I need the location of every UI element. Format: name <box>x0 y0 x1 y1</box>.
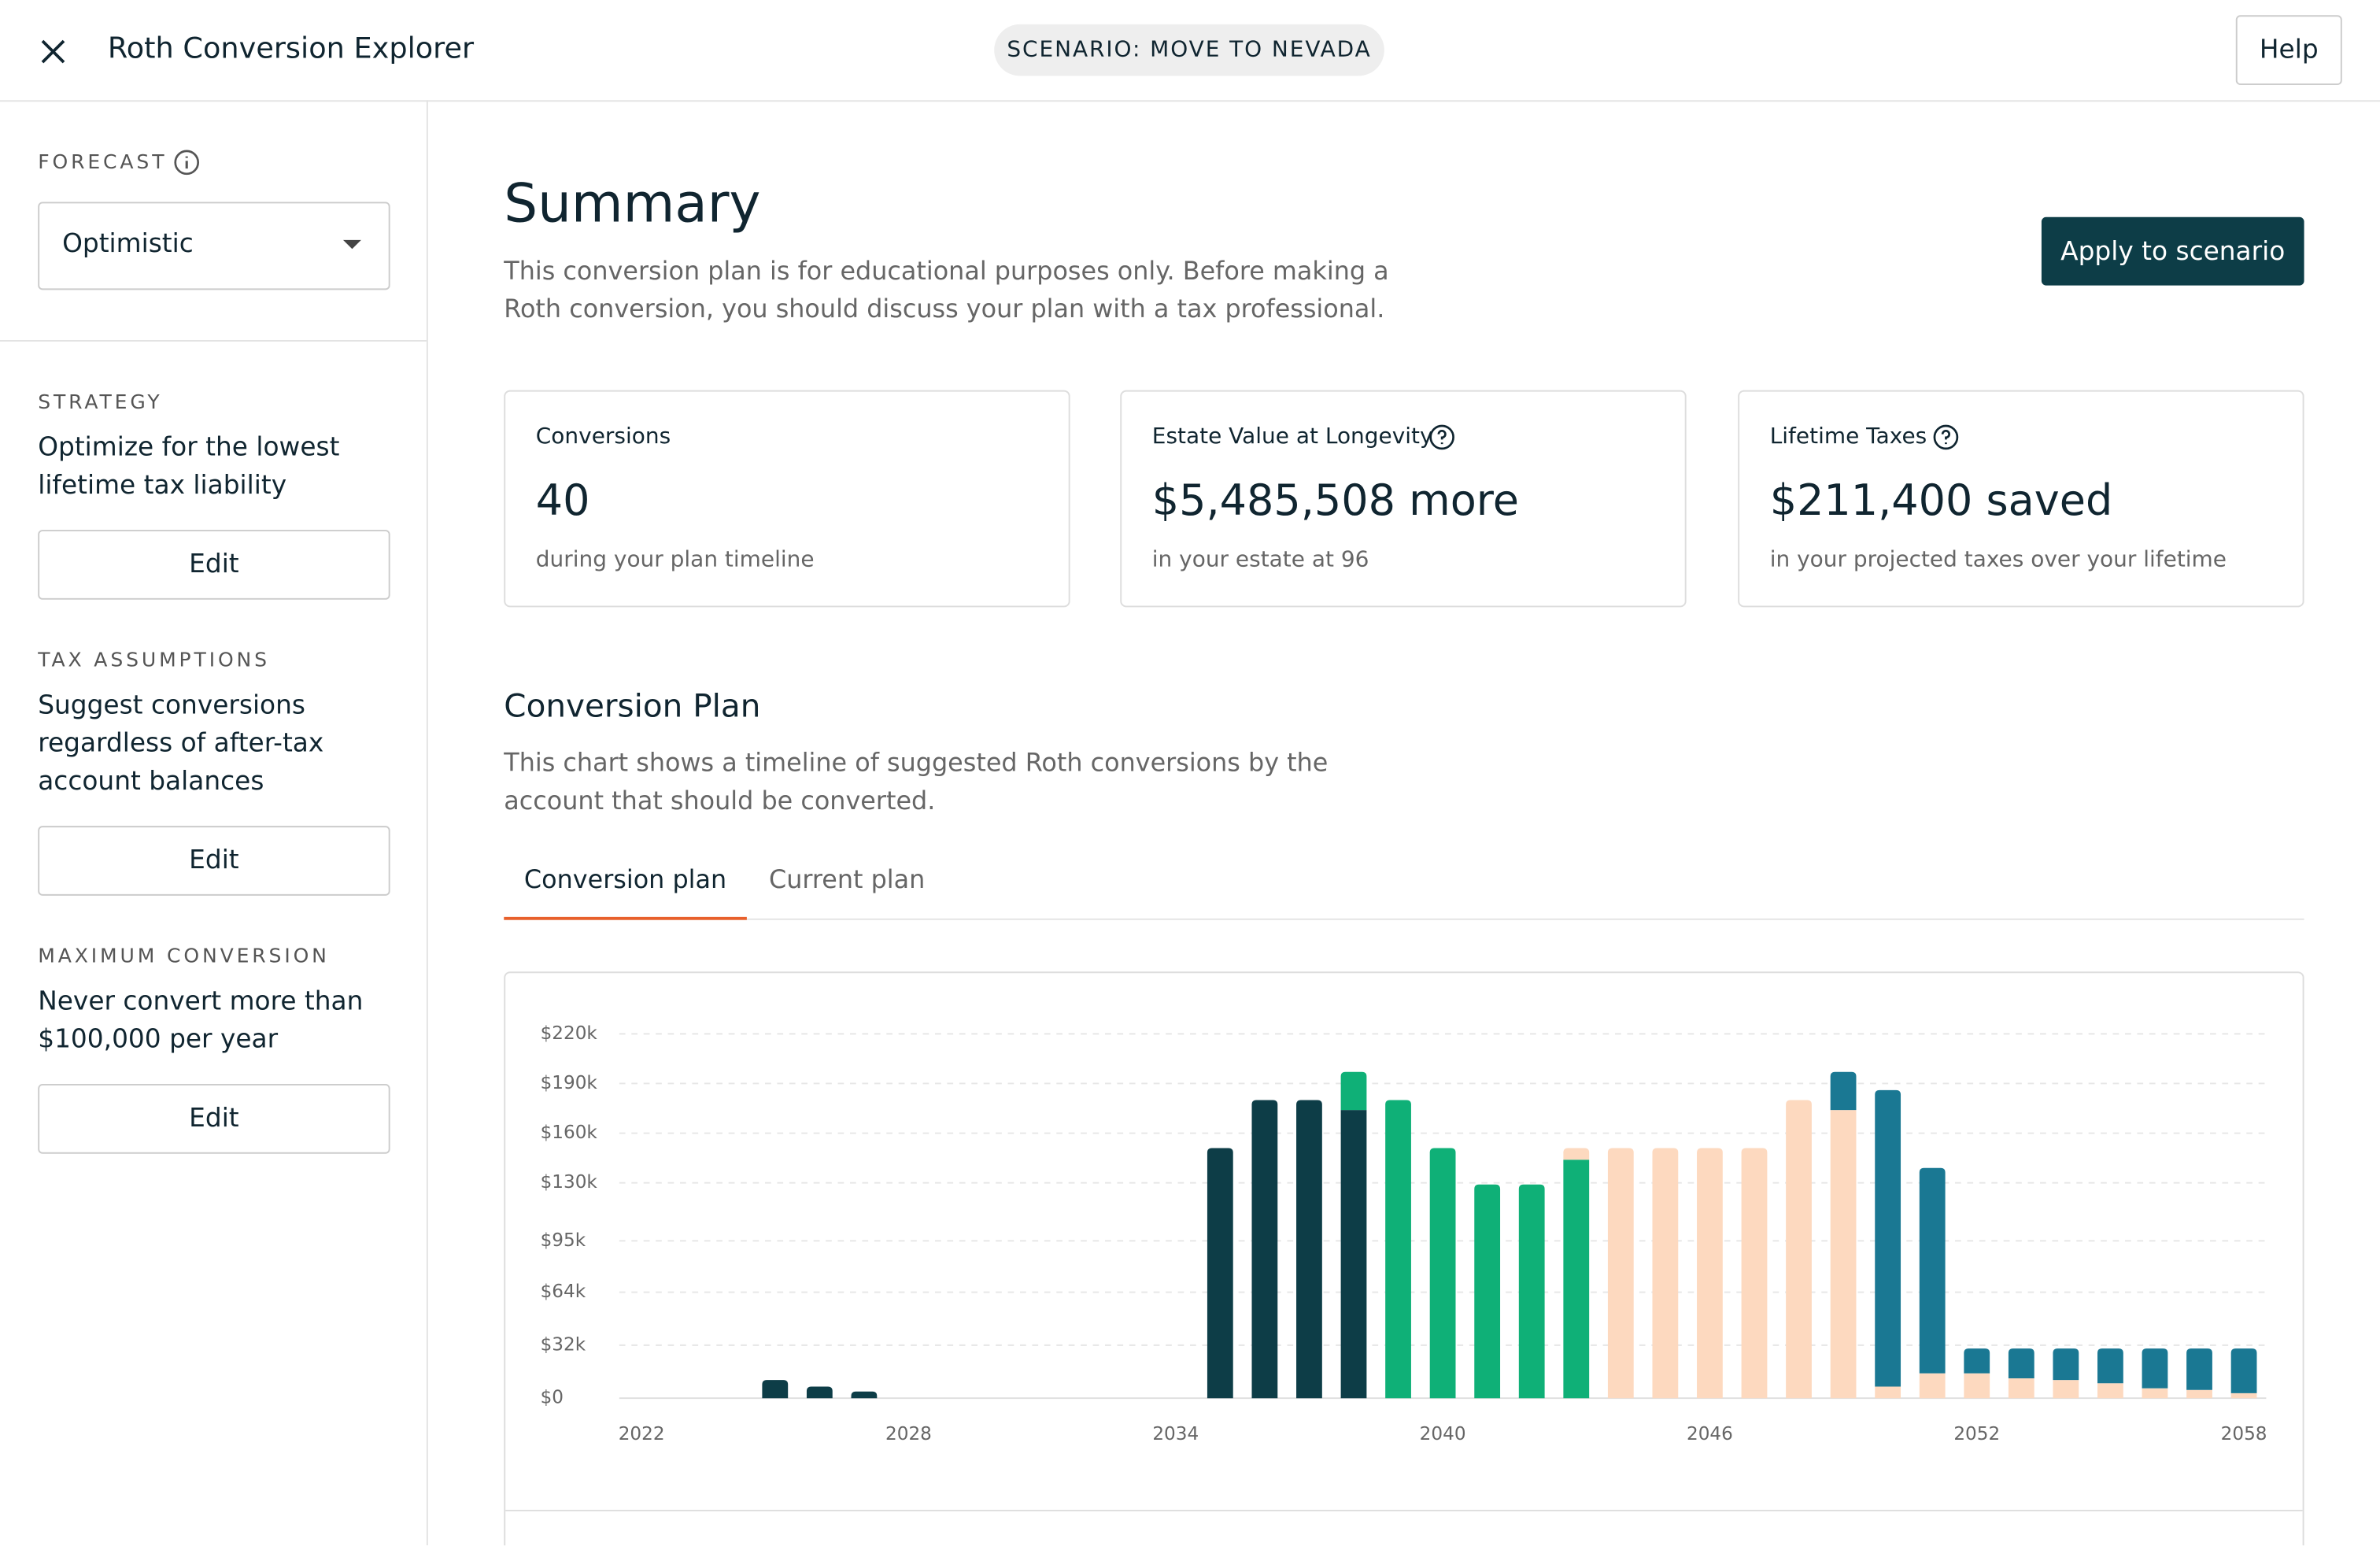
bar-segment <box>1697 1148 1723 1399</box>
section-label: STRATEGY <box>38 392 162 415</box>
section-text: Never convert more than $100,000 per yea… <box>38 984 387 1060</box>
bar-segment <box>1920 1374 1946 1399</box>
x-tick-label: 2034 <box>1152 1424 1199 1444</box>
bar-segment <box>2231 1348 2257 1393</box>
y-tick-label: $95k <box>541 1230 586 1251</box>
bar-segment <box>1207 1148 1233 1399</box>
card-note: during your plan timeline <box>536 548 815 572</box>
x-tick-label: 2022 <box>619 1424 665 1444</box>
forecast-label: FORECAST <box>38 152 167 175</box>
edit-button[interactable]: Edit <box>38 1084 390 1154</box>
bar-segment <box>1563 1148 1589 1160</box>
plan-text: This chart shows a timeline of suggested… <box>504 744 1414 819</box>
card-note: in your projected taxes over your lifeti… <box>1770 548 2227 572</box>
help-icon[interactable] <box>1932 423 1960 451</box>
bar-segment <box>2097 1383 2123 1398</box>
x-tick-label: 2028 <box>885 1424 932 1444</box>
forecast-value: Optimistic <box>62 229 194 260</box>
bar-segment <box>1341 1110 1367 1398</box>
sidebar-separator <box>0 340 427 342</box>
y-tick-label: $64k <box>541 1282 586 1302</box>
bar-segment <box>852 1392 878 1398</box>
bar-segment <box>1652 1148 1678 1399</box>
scenario-badge: SCENARIO: MOVE TO NEVADA <box>994 24 1384 76</box>
bar-segment <box>2053 1380 2079 1398</box>
tab-active[interactable]: Conversion plan <box>504 865 747 919</box>
bar-segment <box>2097 1348 2123 1383</box>
section-label: TAX ASSUMPTIONS <box>38 649 270 672</box>
x-tick-label: 2058 <box>2221 1424 2267 1444</box>
app-title: Roth Conversion Explorer <box>108 31 474 65</box>
bar-segment <box>2142 1348 2168 1388</box>
y-tick-label: $160k <box>541 1123 598 1143</box>
bar-segment <box>1786 1100 1812 1399</box>
bar-segment <box>1742 1148 1768 1399</box>
card-value: $211,400 saved <box>1770 475 2113 526</box>
close-icon[interactable] <box>39 38 67 65</box>
bar-segment <box>1341 1072 1367 1110</box>
card-value: $5,485,508 more <box>1152 475 1519 526</box>
plan-title: Conversion Plan <box>504 688 760 724</box>
bar-segment <box>2009 1378 2034 1398</box>
x-tick-label: 2040 <box>1420 1424 1466 1444</box>
x-tick-label: 2052 <box>1953 1424 2000 1444</box>
bar-segment <box>1608 1148 1634 1399</box>
bar-segment <box>1875 1386 1901 1398</box>
bar-segment <box>1519 1185 1545 1398</box>
bar-segment <box>1831 1072 1857 1110</box>
bar-segment <box>2186 1348 2212 1390</box>
bar-segment <box>1385 1100 1411 1399</box>
bar-segment <box>2231 1393 2257 1398</box>
tab[interactable]: Current plan <box>750 865 944 894</box>
bar-segment <box>762 1380 788 1398</box>
bar-segment <box>2186 1390 2212 1399</box>
apply-button[interactable]: Apply to scenario <box>2042 217 2304 286</box>
y-tick-label: $190k <box>541 1073 598 1093</box>
section-label: MAXIMUM CONVERSION <box>38 945 330 968</box>
tab-underline <box>504 919 2304 920</box>
y-tick-label: $220k <box>541 1023 598 1044</box>
card-note: in your estate at 96 <box>1152 548 1369 572</box>
help-icon[interactable] <box>1428 423 1456 451</box>
bar-segment <box>2053 1348 2079 1380</box>
bar-segment <box>807 1386 833 1398</box>
bar-segment <box>1964 1348 1990 1374</box>
y-tick-label: $0 <box>541 1388 564 1408</box>
section-text: Optimize for the lowest lifetime tax lia… <box>38 430 387 505</box>
chart: $0 $32k $64k $95k $130k $160k $190k $220k 2022 20… <box>504 971 2304 1545</box>
bar-segment <box>1875 1090 1901 1387</box>
bar-segment <box>1296 1100 1322 1399</box>
bar-segment <box>2009 1348 2034 1378</box>
summary-card: Lifetime Taxes $211,400 saved in your pr… <box>1738 390 2304 608</box>
sidebar-divider <box>427 100 428 1545</box>
edit-button[interactable]: Edit <box>38 826 390 896</box>
card-label: Conversions <box>536 425 671 449</box>
summary-card: Conversions 40 during your plan timeline <box>504 390 1070 608</box>
bar-segment <box>1964 1374 1990 1399</box>
info-icon[interactable] <box>173 149 201 176</box>
section-text: Suggest conversions regardless of after-… <box>38 688 387 802</box>
bar-segment <box>1831 1110 1857 1398</box>
card-value: 40 <box>536 475 590 526</box>
edit-button[interactable]: Edit <box>38 530 390 600</box>
bar-segment <box>1563 1160 1589 1398</box>
summary-text: This conversion plan is for educational … <box>504 252 1414 327</box>
bar-segment <box>2142 1389 2168 1399</box>
bar-segment <box>1251 1100 1277 1399</box>
dropdown-arrow <box>343 240 361 252</box>
help-button[interactable]: Help <box>2236 15 2342 85</box>
bar-segment <box>1474 1185 1500 1398</box>
summary-card: Estate Value at Longevity $5,485,508 mor… <box>1120 390 1686 608</box>
card-label: Lifetime Taxes <box>1770 425 1927 449</box>
summary-title: Summary <box>504 175 760 235</box>
bar-segment <box>1430 1148 1456 1399</box>
x-tick-label: 2046 <box>1687 1424 1733 1444</box>
card-label: Estate Value at Longevity <box>1152 425 1433 449</box>
bar-segment <box>1920 1168 1946 1374</box>
y-tick-label: $32k <box>541 1334 586 1355</box>
y-tick-label: $130k <box>541 1172 598 1193</box>
